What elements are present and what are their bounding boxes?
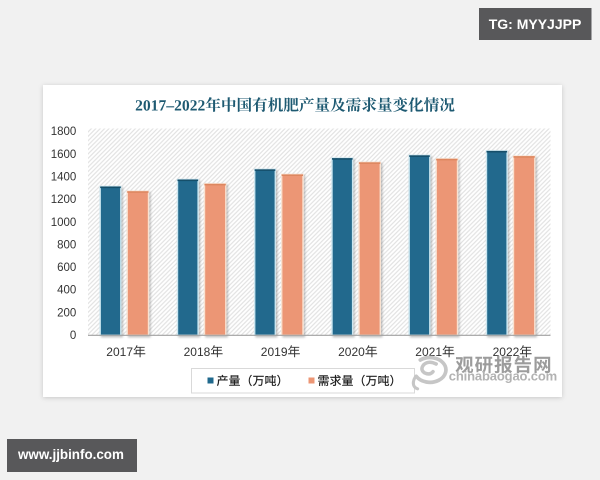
svg-text:1600: 1600 <box>51 149 77 161</box>
svg-text:1000: 1000 <box>51 217 77 229</box>
svg-text:2019: 2019 <box>261 345 288 359</box>
svg-text:600: 600 <box>57 262 76 274</box>
svg-text:www.jjbinfo.com: www.jjbinfo.com <box>17 447 124 462</box>
svg-text:1400: 1400 <box>51 172 77 184</box>
svg-text:400: 400 <box>57 285 76 297</box>
svg-text:200: 200 <box>57 307 76 319</box>
svg-text:TG: MYYJJPP: TG: MYYJJPP <box>489 16 582 32</box>
svg-text:2018: 2018 <box>184 345 211 359</box>
svg-text:0: 0 <box>70 330 76 342</box>
svg-text:2020: 2020 <box>338 345 365 359</box>
svg-text:1200: 1200 <box>51 194 77 206</box>
svg-text:800: 800 <box>57 239 76 251</box>
svg-text:2022: 2022 <box>493 345 520 359</box>
svg-text:chinabaogao.com: chinabaogao.com <box>449 369 557 384</box>
svg-text:2021: 2021 <box>415 345 442 359</box>
svg-text:2017: 2017 <box>106 345 133 359</box>
svg-text:1800: 1800 <box>51 126 77 138</box>
